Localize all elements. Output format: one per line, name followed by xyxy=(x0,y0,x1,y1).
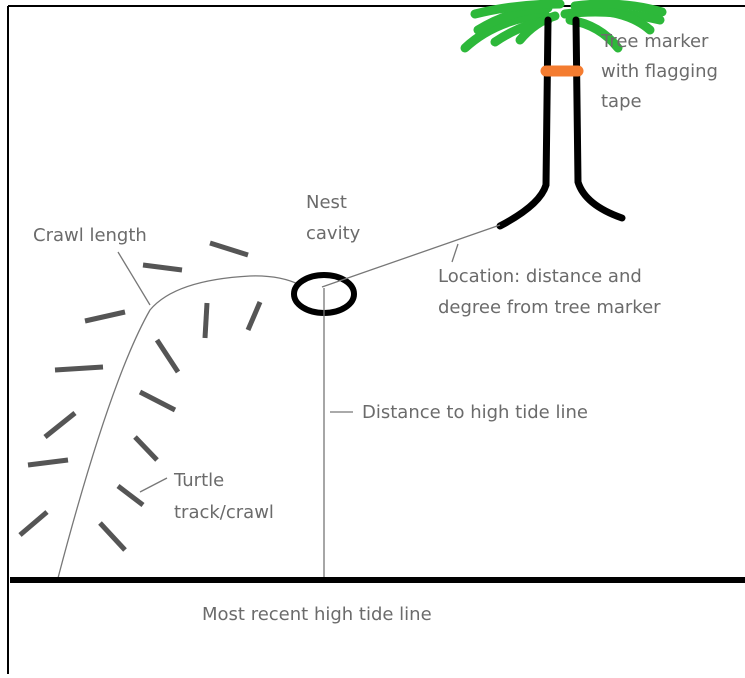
label: tape xyxy=(601,91,642,112)
page: Tree marker with flagging tape Nest cavi… xyxy=(0,0,745,674)
label: Turtle xyxy=(173,470,224,491)
label: with flagging xyxy=(601,61,718,82)
label: track/crawl xyxy=(174,502,274,523)
label: cavity xyxy=(306,223,361,244)
label: degree from tree marker xyxy=(438,297,661,318)
crawl-leader xyxy=(118,252,150,305)
label: Distance to high tide line xyxy=(362,402,588,423)
label: Most recent high tide line xyxy=(202,604,432,625)
label: Tree marker xyxy=(600,31,709,52)
label: Nest xyxy=(306,192,347,213)
location-leader xyxy=(452,244,458,262)
label: Location: distance and xyxy=(438,266,642,287)
label: Crawl length xyxy=(33,225,147,246)
track-leader xyxy=(140,478,167,492)
diagram: Tree marker with flagging tape Nest cavi… xyxy=(0,0,745,674)
